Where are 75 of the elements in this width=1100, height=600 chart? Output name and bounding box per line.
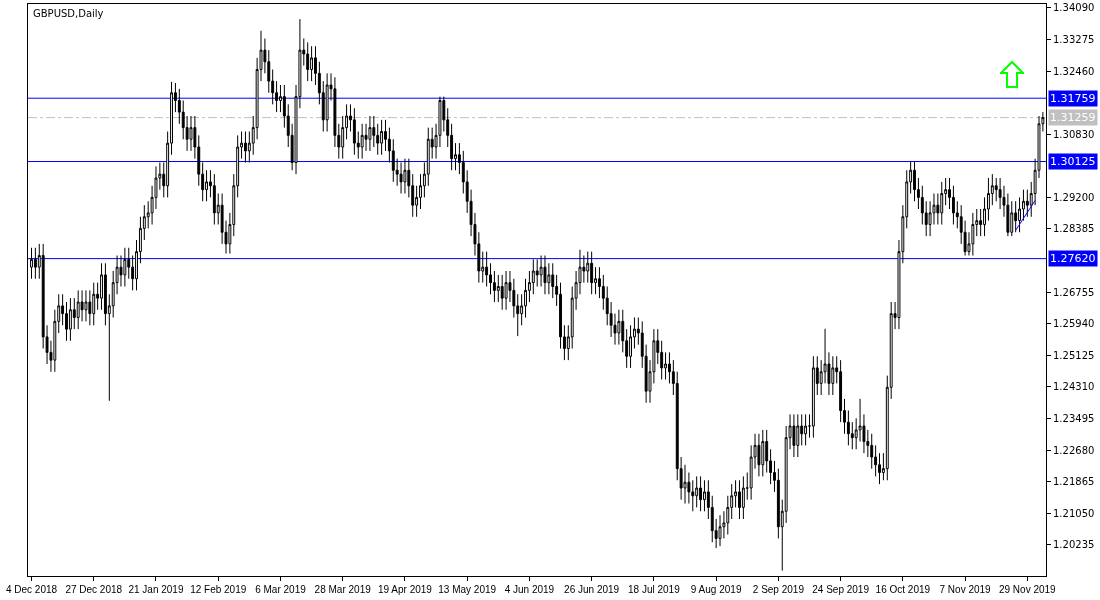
x-tick-label: 29 Nov 2019	[998, 584, 1057, 595]
candlestick	[757, 433, 761, 477]
candlestick	[738, 479, 741, 520]
candlestick	[244, 131, 247, 163]
candlestick	[123, 247, 127, 288]
candlestick	[76, 289, 80, 330]
x-tick-label: 7 Nov 2019	[939, 584, 992, 595]
x-tick-label: 19 Apr 2019	[377, 584, 433, 595]
candlestick	[761, 429, 765, 477]
chart-title: GBPUSD,Daily	[33, 8, 104, 19]
x-tick-label: 9 Aug 2019	[690, 584, 742, 595]
y-tick-label: 1.26755	[1053, 286, 1095, 298]
candlestick	[92, 282, 96, 326]
candlestick	[543, 255, 547, 295]
candlestick	[325, 72, 329, 132]
candlestick	[971, 212, 975, 257]
candlestick	[504, 270, 508, 311]
y-tick-label: 1.25125	[1053, 349, 1095, 361]
y-tick-label: 1.34090	[1053, 2, 1095, 14]
candlestick	[699, 475, 703, 512]
y-tick-label: 1.32460	[1053, 65, 1095, 77]
candlestick	[30, 247, 33, 280]
y-tick-label: 1.22680	[1053, 444, 1095, 456]
candlestick	[811, 355, 815, 439]
candlestick	[500, 274, 504, 311]
y-tick-label: 1.25940	[1053, 318, 1095, 330]
x-tick-label: 26 Jun 2019	[564, 584, 620, 595]
x-tick-label: 12 Feb 2019	[190, 584, 247, 595]
candlestick	[718, 514, 722, 547]
ref-line-label: 1.27620	[1050, 252, 1096, 265]
candlestick	[808, 413, 811, 439]
candlestick	[360, 123, 364, 160]
candlestick	[399, 162, 403, 194]
x-tick-label: 16 Oct 2019	[875, 584, 931, 595]
y-tick-label: 1.29200	[1053, 191, 1095, 203]
ref-line-label: 1.30125	[1050, 155, 1096, 168]
ref-line-label: 1.31259	[1050, 111, 1096, 124]
y-tick-label: 1.23495	[1053, 412, 1095, 424]
candlestick	[380, 119, 384, 156]
candlestick	[306, 41, 310, 82]
x-tick-label: 13 May 2019	[438, 584, 497, 595]
candlestick	[84, 289, 88, 322]
ref-line-label: 1.31759	[1050, 92, 1096, 105]
candlestick	[310, 45, 314, 82]
candlestick	[741, 475, 745, 520]
y-tick-label: 1.28385	[1053, 223, 1095, 235]
y-tick-label: 1.20235	[1053, 539, 1095, 551]
candlestick	[352, 107, 356, 156]
y-tick-label: 1.21865	[1053, 476, 1095, 488]
candlestick	[68, 297, 72, 342]
x-tick-label: 28 Mar 2019	[314, 584, 372, 595]
candlestick	[33, 247, 37, 280]
x-tick-label: 24 Sep 2019	[812, 584, 870, 595]
candlestick	[368, 115, 372, 152]
candlestick	[940, 181, 944, 226]
candlestick	[831, 355, 835, 396]
x-tick-label: 27 Dec 2018	[65, 584, 123, 595]
x-tick-label: 4 Dec 2018	[5, 584, 58, 595]
x-tick-label: 6 Mar 2019	[255, 584, 307, 595]
x-tick-label: 21 Jan 2019	[128, 584, 184, 595]
candlestick	[804, 413, 808, 446]
candlestick	[796, 413, 800, 458]
x-tick-label: 18 Jul 2019	[628, 584, 681, 595]
y-tick-label: 1.30830	[1053, 128, 1095, 140]
candlestick	[212, 173, 216, 226]
x-tick-label: 4 Jun 2019	[504, 584, 555, 595]
y-tick-label: 1.24310	[1053, 381, 1095, 393]
x-tick-label: 2 Sep 2019	[752, 584, 805, 595]
candlestick	[792, 413, 796, 458]
candlestick	[695, 475, 699, 508]
y-tick-label: 1.33275	[1053, 33, 1095, 45]
candlestick	[1014, 200, 1018, 233]
candlestick	[590, 251, 594, 295]
candlestick	[403, 158, 407, 194]
y-tick-label: 1.21050	[1053, 507, 1095, 519]
